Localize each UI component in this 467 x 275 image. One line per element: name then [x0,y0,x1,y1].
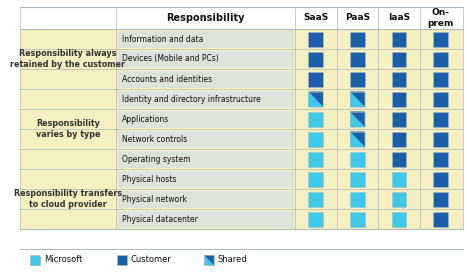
Bar [392,72,406,87]
Bar [350,172,365,186]
Bar [309,92,323,106]
Bar [392,152,406,166]
Bar [118,31,294,48]
Bar [118,111,294,128]
Bar [392,211,406,227]
Bar [309,211,323,227]
Bar [392,51,406,67]
Bar [350,131,365,147]
Bar [204,255,214,265]
Bar [350,111,365,127]
Text: Information and data: Information and data [122,34,203,43]
Polygon shape [204,255,214,265]
Polygon shape [350,92,365,106]
Text: Identity and directory infrastructure: Identity and directory infrastructure [122,95,261,103]
Text: On-
prem: On- prem [427,8,453,28]
Bar [309,32,323,46]
Bar [118,150,294,167]
Bar [118,70,294,87]
Bar [350,131,365,147]
Bar [433,32,448,46]
Bar [433,152,448,166]
Bar [392,92,406,106]
Bar [350,92,365,106]
Text: Microsoft: Microsoft [44,255,82,265]
Bar [20,169,463,229]
Bar [118,191,294,208]
Bar [309,72,323,87]
Polygon shape [350,131,365,147]
Bar [350,191,365,207]
Text: Devices (Mobile and PCs): Devices (Mobile and PCs) [122,54,219,64]
Bar [350,51,365,67]
Bar [433,191,448,207]
Bar [309,172,323,186]
Polygon shape [309,92,323,106]
Bar [309,131,323,147]
Text: Customer: Customer [131,255,171,265]
Text: Physical datacenter: Physical datacenter [122,214,198,224]
Bar [204,255,214,265]
Text: PaaS: PaaS [345,13,370,23]
Text: Accounts and identities: Accounts and identities [122,75,212,84]
Text: Responsibility
varies by type: Responsibility varies by type [35,119,100,139]
Bar [350,32,365,46]
Bar [433,131,448,147]
Bar [118,131,294,147]
Bar [20,7,463,229]
Bar [433,111,448,127]
Bar [433,211,448,227]
Text: Responsibility transfers
to cloud provider: Responsibility transfers to cloud provid… [14,189,122,209]
Text: Operating system: Operating system [122,155,191,164]
Bar [392,32,406,46]
Bar [20,89,463,169]
Bar [350,111,365,127]
Text: IaaS: IaaS [388,13,410,23]
Bar [350,92,365,106]
Bar [433,92,448,106]
Bar [392,191,406,207]
Bar [309,51,323,67]
Bar [350,72,365,87]
Text: Shared: Shared [218,255,248,265]
Bar [309,92,323,106]
Bar [433,72,448,87]
Bar [392,172,406,186]
Bar [118,210,294,227]
Text: Responsibility: Responsibility [166,13,245,23]
Text: Responsibility always
retained by the customer: Responsibility always retained by the cu… [10,49,125,69]
Bar [392,111,406,127]
Bar [350,152,365,166]
Text: Physical network: Physical network [122,194,187,204]
Bar [309,152,323,166]
Bar [20,29,463,89]
Bar [350,211,365,227]
Text: Physical hosts: Physical hosts [122,175,177,183]
Bar [118,170,294,188]
Polygon shape [350,111,365,127]
Text: Applications: Applications [122,114,169,123]
Bar [433,51,448,67]
Text: SaaS: SaaS [303,13,328,23]
Text: Network controls: Network controls [122,134,187,144]
Bar [117,255,127,265]
Bar [118,90,294,108]
Bar [392,131,406,147]
Bar [118,51,294,67]
Bar [30,255,40,265]
Bar [433,172,448,186]
Bar [309,111,323,127]
Bar [309,191,323,207]
